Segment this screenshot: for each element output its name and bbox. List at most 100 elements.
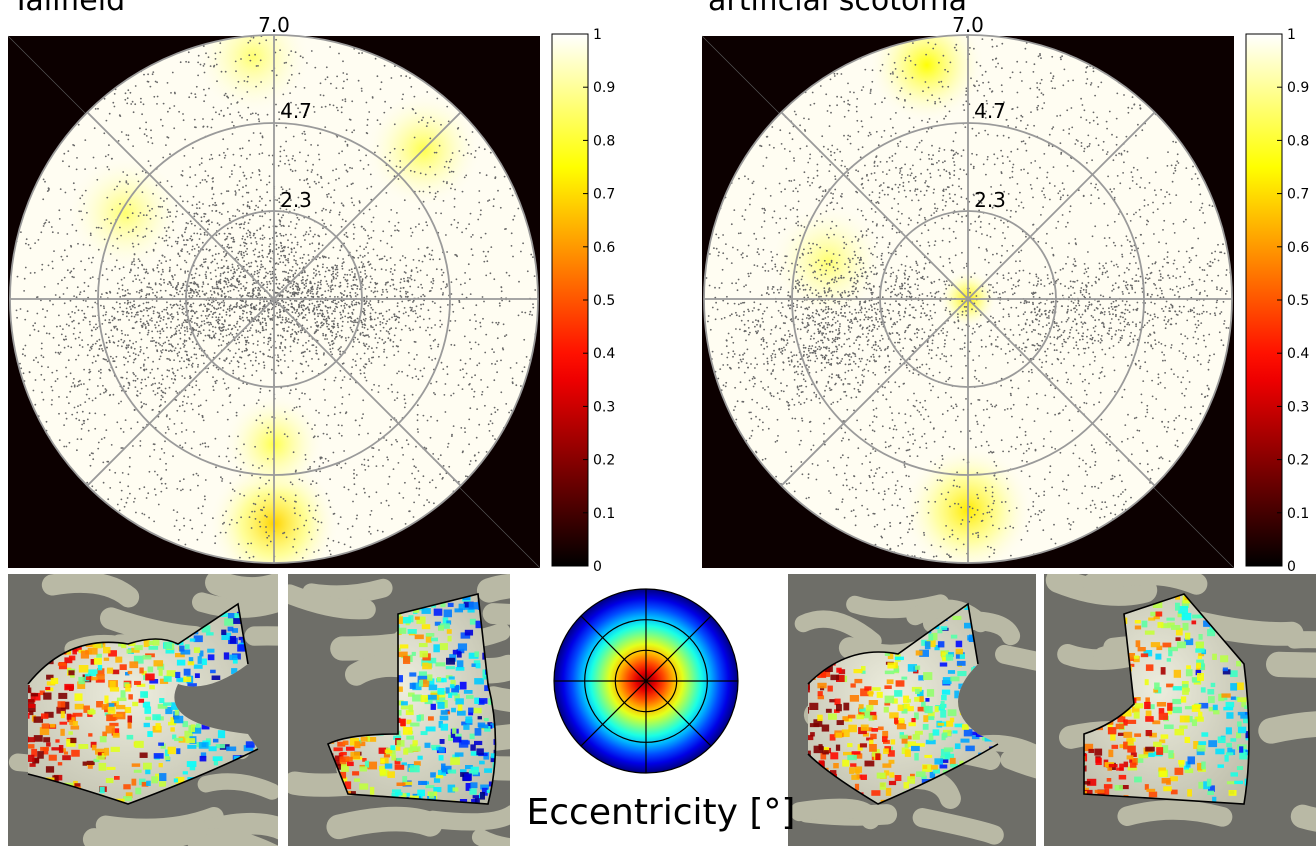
pRF-point bbox=[161, 345, 164, 347]
pRF-point bbox=[243, 276, 246, 279]
pRF-point bbox=[261, 317, 264, 320]
pRF-point bbox=[341, 402, 343, 405]
pRF-point bbox=[311, 480, 314, 483]
pRF-point bbox=[429, 137, 432, 140]
pRF-point bbox=[108, 144, 110, 147]
pRF-point bbox=[363, 265, 366, 268]
pRF-point bbox=[499, 206, 502, 209]
pRF-point bbox=[364, 469, 367, 471]
pRF-point bbox=[198, 238, 201, 240]
pRF-point bbox=[429, 191, 431, 194]
pRF-point bbox=[211, 254, 214, 257]
pRF-point bbox=[83, 290, 86, 293]
pRF-point bbox=[253, 270, 256, 273]
pRF-point bbox=[91, 345, 93, 348]
pRF-point bbox=[88, 257, 90, 260]
pRF-point bbox=[145, 368, 148, 371]
pRF-point bbox=[873, 307, 876, 310]
pRF-point bbox=[114, 471, 117, 474]
pRF-point bbox=[160, 262, 163, 264]
pRF-point bbox=[360, 87, 363, 90]
pRF-point bbox=[171, 344, 173, 347]
pRF-point bbox=[528, 313, 531, 316]
pRF-point bbox=[208, 87, 210, 90]
pRF-point bbox=[202, 203, 204, 205]
pRF-point bbox=[288, 79, 291, 82]
colorbar-tick-label: 0.7 bbox=[593, 187, 615, 203]
pRF-point bbox=[210, 153, 213, 156]
pRF-point bbox=[234, 456, 237, 459]
pRF-point bbox=[434, 173, 437, 176]
pRF-point bbox=[275, 248, 278, 251]
pRF-point bbox=[166, 414, 168, 416]
pRF-point bbox=[465, 174, 468, 177]
pRF-point bbox=[103, 218, 106, 221]
pRF-point bbox=[933, 244, 936, 247]
pRF-point bbox=[262, 283, 265, 286]
pRF-point bbox=[160, 448, 163, 450]
pRF-point bbox=[468, 443, 470, 446]
pRF-point bbox=[150, 129, 152, 132]
pRF-point bbox=[477, 343, 480, 346]
pRF-point bbox=[339, 317, 342, 320]
pRF-point bbox=[237, 361, 240, 364]
pRF-point bbox=[183, 395, 186, 398]
pRF-point bbox=[291, 360, 294, 362]
pRF-point bbox=[464, 272, 466, 274]
pRF-point bbox=[263, 342, 265, 344]
pRF-point bbox=[329, 553, 332, 556]
pRF-point bbox=[112, 393, 115, 396]
pRF-point bbox=[426, 419, 429, 422]
pRF-point bbox=[180, 367, 183, 370]
pRF-point bbox=[279, 220, 282, 223]
pRF-point bbox=[364, 491, 366, 494]
pRF-point bbox=[331, 353, 333, 356]
pRF-point bbox=[266, 113, 269, 116]
pRF-point bbox=[292, 155, 294, 157]
pRF-point bbox=[366, 118, 369, 121]
pRF-point bbox=[211, 301, 213, 304]
pRF-point bbox=[185, 60, 188, 63]
pRF-point bbox=[84, 139, 87, 142]
pRF-point bbox=[322, 207, 325, 210]
pRF-point bbox=[309, 466, 311, 468]
grid-spoke bbox=[86, 111, 462, 487]
pRF-point bbox=[830, 154, 832, 157]
pRF-point bbox=[1130, 171, 1133, 174]
pRF-point bbox=[201, 285, 204, 288]
pRF-point bbox=[250, 527, 253, 529]
pRF-point bbox=[330, 82, 332, 85]
pRF-point bbox=[191, 527, 194, 530]
pRF-point bbox=[198, 413, 200, 416]
pRF-point bbox=[141, 290, 143, 293]
pRF-point bbox=[57, 351, 60, 354]
pRF-point bbox=[344, 278, 347, 281]
pRF-point bbox=[275, 323, 278, 326]
pRF-point bbox=[351, 304, 354, 307]
pRF-point bbox=[312, 517, 315, 519]
pRF-point bbox=[295, 269, 297, 272]
pRF-point bbox=[287, 159, 290, 162]
pRF-point bbox=[208, 324, 211, 326]
pRF-point bbox=[426, 122, 429, 124]
pRF-point bbox=[414, 310, 416, 312]
pRF-point bbox=[129, 91, 132, 94]
pRF-point bbox=[491, 321, 494, 324]
pRF-point bbox=[174, 274, 176, 276]
pRF-point bbox=[196, 207, 198, 210]
pRF-point bbox=[91, 306, 94, 309]
pRF-point bbox=[172, 382, 175, 384]
pRF-point bbox=[307, 182, 309, 185]
pRF-point bbox=[75, 305, 78, 308]
pRF-point bbox=[428, 333, 431, 336]
pRF-point bbox=[206, 371, 209, 373]
pRF-point bbox=[275, 347, 277, 349]
pRF-point bbox=[411, 472, 413, 475]
pRF-point bbox=[385, 356, 388, 359]
pRF-point bbox=[242, 203, 245, 206]
pRF-point bbox=[285, 271, 287, 274]
pRF-point bbox=[232, 336, 235, 338]
pRF-point bbox=[244, 238, 247, 241]
pRF-point bbox=[963, 169, 965, 172]
pRF-point bbox=[166, 369, 169, 371]
